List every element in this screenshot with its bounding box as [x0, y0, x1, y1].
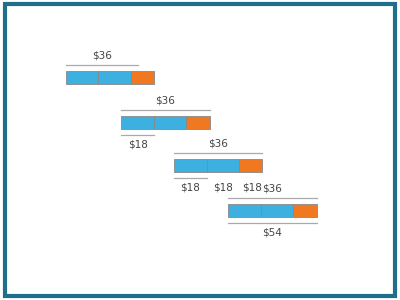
Text: $18: $18	[128, 140, 148, 150]
Bar	[228, 204, 261, 217]
Text: $36: $36	[92, 51, 112, 61]
Bar	[174, 159, 206, 172]
Text: $18: $18	[180, 182, 200, 192]
Bar	[293, 204, 317, 217]
Text: $36: $36	[156, 96, 176, 106]
Bar	[66, 71, 98, 84]
Text: $18: $18	[242, 182, 262, 192]
Text: $36: $36	[208, 138, 228, 148]
Text: $54: $54	[262, 227, 282, 237]
Bar	[261, 204, 293, 217]
Bar	[154, 116, 186, 129]
Bar	[239, 159, 262, 172]
Bar	[121, 116, 154, 129]
Text: $18: $18	[213, 182, 233, 192]
Bar	[186, 116, 210, 129]
Bar	[131, 71, 154, 84]
Bar	[98, 71, 130, 84]
Text: $36: $36	[262, 183, 282, 194]
Bar	[206, 159, 239, 172]
